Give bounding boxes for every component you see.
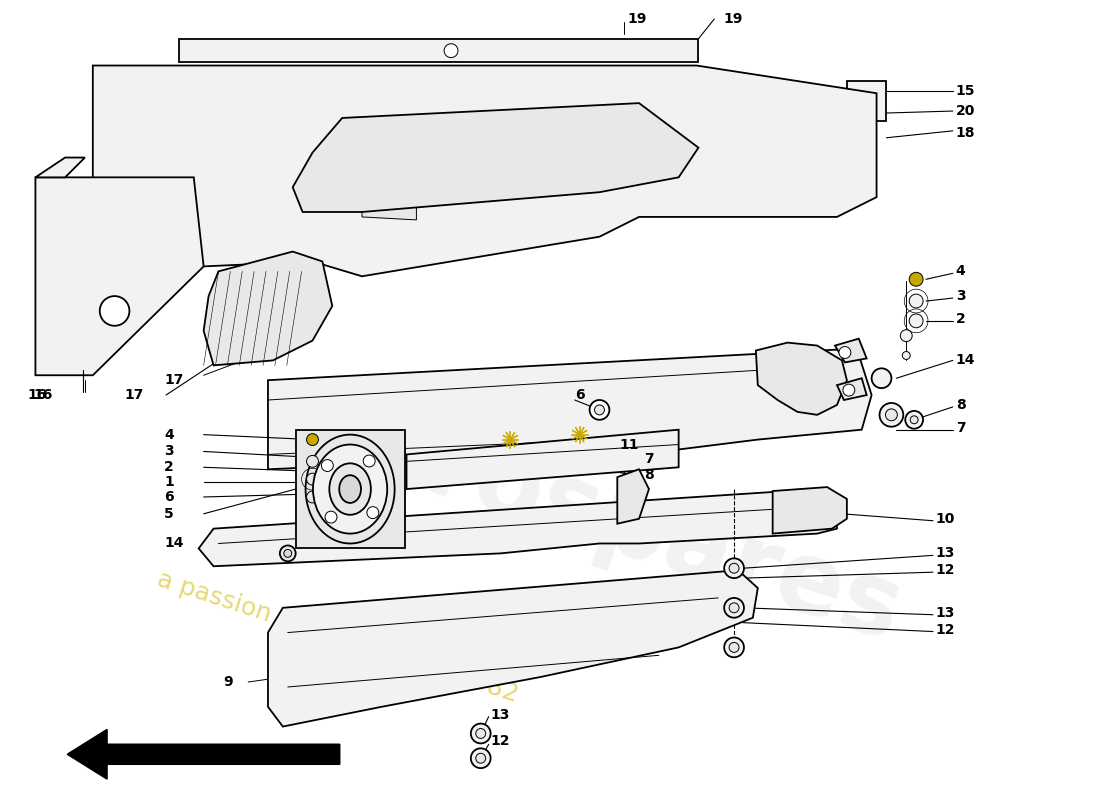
Circle shape <box>307 491 318 503</box>
Circle shape <box>724 638 744 658</box>
Circle shape <box>471 748 491 768</box>
Circle shape <box>902 351 910 359</box>
Polygon shape <box>268 349 871 470</box>
Circle shape <box>910 294 923 308</box>
Polygon shape <box>617 470 649 524</box>
Text: 10: 10 <box>936 512 955 526</box>
Text: 17: 17 <box>164 374 184 387</box>
Circle shape <box>307 474 318 485</box>
Circle shape <box>910 314 923 328</box>
Circle shape <box>444 44 458 58</box>
Polygon shape <box>847 82 887 121</box>
Polygon shape <box>837 378 867 400</box>
Circle shape <box>724 558 744 578</box>
Text: 3: 3 <box>956 289 966 303</box>
Ellipse shape <box>306 434 395 543</box>
Text: 17: 17 <box>124 388 144 402</box>
Circle shape <box>284 550 292 558</box>
Text: 2: 2 <box>164 460 174 474</box>
Circle shape <box>307 434 318 446</box>
Circle shape <box>843 384 855 396</box>
Text: 20: 20 <box>956 104 975 118</box>
Text: 14: 14 <box>956 354 976 367</box>
Text: 5: 5 <box>164 507 174 521</box>
Polygon shape <box>362 194 417 220</box>
Text: 12: 12 <box>491 734 510 749</box>
Text: 6: 6 <box>574 388 584 402</box>
Circle shape <box>910 272 923 286</box>
Polygon shape <box>407 430 679 489</box>
Circle shape <box>729 642 739 652</box>
Polygon shape <box>199 489 837 566</box>
Circle shape <box>880 403 903 426</box>
Circle shape <box>729 603 739 613</box>
Text: 1: 1 <box>164 475 174 489</box>
Polygon shape <box>204 251 332 366</box>
Circle shape <box>871 368 891 388</box>
Circle shape <box>839 346 850 358</box>
Ellipse shape <box>339 475 361 503</box>
Circle shape <box>471 723 491 743</box>
Text: 6: 6 <box>164 490 174 504</box>
Text: 18: 18 <box>956 126 976 140</box>
Text: 19: 19 <box>627 12 647 26</box>
Circle shape <box>729 563 739 573</box>
Text: 8: 8 <box>644 468 653 482</box>
Circle shape <box>476 754 486 763</box>
Text: 8: 8 <box>956 398 966 412</box>
Text: 19: 19 <box>723 12 743 26</box>
Circle shape <box>594 405 604 415</box>
Text: 12: 12 <box>936 622 956 637</box>
Circle shape <box>590 400 609 420</box>
Text: 2: 2 <box>956 312 966 326</box>
Circle shape <box>910 416 918 424</box>
Text: 7: 7 <box>644 452 653 466</box>
Text: 13: 13 <box>936 606 955 620</box>
Polygon shape <box>296 430 405 549</box>
Text: 3: 3 <box>164 445 174 458</box>
Circle shape <box>900 330 912 342</box>
Text: 14: 14 <box>164 537 184 550</box>
Text: 16: 16 <box>33 388 53 402</box>
Text: 16: 16 <box>28 388 47 402</box>
Circle shape <box>363 455 375 467</box>
Polygon shape <box>35 158 85 178</box>
Polygon shape <box>835 338 867 362</box>
Polygon shape <box>179 39 698 62</box>
Polygon shape <box>268 570 758 726</box>
Circle shape <box>100 296 130 326</box>
Text: 12: 12 <box>936 563 956 578</box>
Polygon shape <box>92 66 877 276</box>
Text: a passion for parts since 1982: a passion for parts since 1982 <box>154 568 521 707</box>
Text: 11: 11 <box>619 438 639 451</box>
Text: 9: 9 <box>223 675 233 689</box>
Circle shape <box>279 546 296 562</box>
Text: 13: 13 <box>936 546 955 560</box>
Text: 13: 13 <box>491 708 510 722</box>
Text: 4: 4 <box>164 428 174 442</box>
Polygon shape <box>756 342 847 415</box>
Circle shape <box>367 506 378 518</box>
Circle shape <box>321 459 333 471</box>
Circle shape <box>724 598 744 618</box>
FancyArrowPatch shape <box>68 730 340 778</box>
Ellipse shape <box>314 445 387 534</box>
Circle shape <box>886 409 898 421</box>
Polygon shape <box>293 103 698 212</box>
Text: 15: 15 <box>956 84 976 98</box>
Text: 7: 7 <box>956 421 966 434</box>
Text: eurospares: eurospares <box>283 375 914 662</box>
Circle shape <box>476 729 486 738</box>
Text: 4: 4 <box>956 264 966 278</box>
Polygon shape <box>772 487 847 534</box>
Ellipse shape <box>329 463 371 514</box>
Circle shape <box>326 511 337 523</box>
Polygon shape <box>35 178 204 375</box>
Circle shape <box>905 411 923 429</box>
Circle shape <box>307 455 318 467</box>
